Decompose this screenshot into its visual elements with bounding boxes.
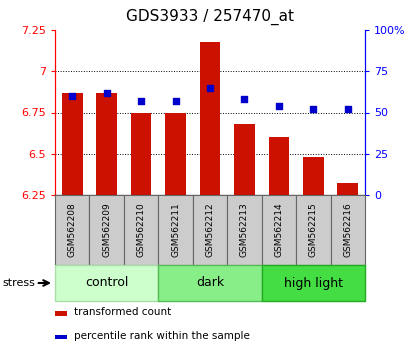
Bar [331,195,365,265]
Text: dark: dark [196,276,224,290]
Bar [55,265,158,301]
Bar [262,265,365,301]
Text: GSM562208: GSM562208 [68,202,77,257]
Bar [131,113,152,195]
Text: control: control [85,276,129,290]
Text: GSM562216: GSM562216 [343,202,352,257]
Bar [165,113,186,195]
Text: stress: stress [2,278,35,288]
Bar [55,195,89,265]
Bar [268,137,289,195]
Bar [200,41,221,195]
Text: GSM562211: GSM562211 [171,202,180,257]
Point [344,106,351,112]
Text: high light: high light [284,276,343,290]
Bar [296,195,331,265]
Point [103,90,110,96]
Point [207,85,213,91]
Bar [62,93,83,195]
Text: GSM562213: GSM562213 [240,202,249,257]
Point [172,98,179,104]
Bar [158,265,262,301]
Text: GSM562215: GSM562215 [309,202,318,257]
Bar [124,195,158,265]
Bar [303,157,324,195]
Text: GSM562212: GSM562212 [205,203,215,257]
Text: GSM562214: GSM562214 [274,203,284,257]
Bar [227,195,262,265]
Bar [158,195,193,265]
Bar [55,335,67,339]
Text: GSM562210: GSM562210 [136,202,146,257]
Text: GSM562209: GSM562209 [102,202,111,257]
Text: GDS3933 / 257470_at: GDS3933 / 257470_at [126,9,294,25]
Text: percentile rank within the sample: percentile rank within the sample [74,331,249,341]
Point [138,98,144,104]
Bar [193,195,227,265]
Bar [55,312,67,316]
Bar [337,183,358,195]
Bar [234,124,255,195]
Point [276,103,282,109]
Bar [262,195,296,265]
Point [69,93,76,99]
Bar [96,93,117,195]
Bar [89,195,124,265]
Point [241,97,248,102]
Point [310,106,317,112]
Text: transformed count: transformed count [74,307,171,317]
